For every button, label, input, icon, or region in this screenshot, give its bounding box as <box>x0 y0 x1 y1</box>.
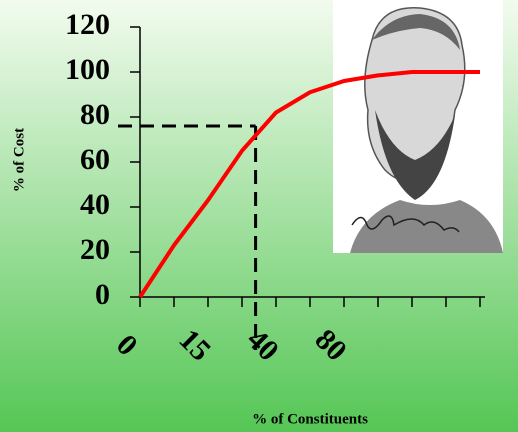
y-tick-label: 80 <box>80 98 110 131</box>
y-tick-label: 60 <box>80 143 110 176</box>
y-axis-title: % of Cost <box>11 128 27 192</box>
chart: % of Cost % of Constituents 0 20 40 60 80 100… <box>0 0 518 432</box>
x-axis-title: % of Constituents <box>252 411 368 427</box>
y-tick-label: 40 <box>80 188 110 221</box>
y-tick-label: 100 <box>65 53 110 86</box>
y-tick-label: 120 <box>65 8 110 41</box>
y-tick-label: 0 <box>95 278 110 311</box>
portrait <box>333 0 503 253</box>
y-tick-label: 20 <box>80 233 110 266</box>
